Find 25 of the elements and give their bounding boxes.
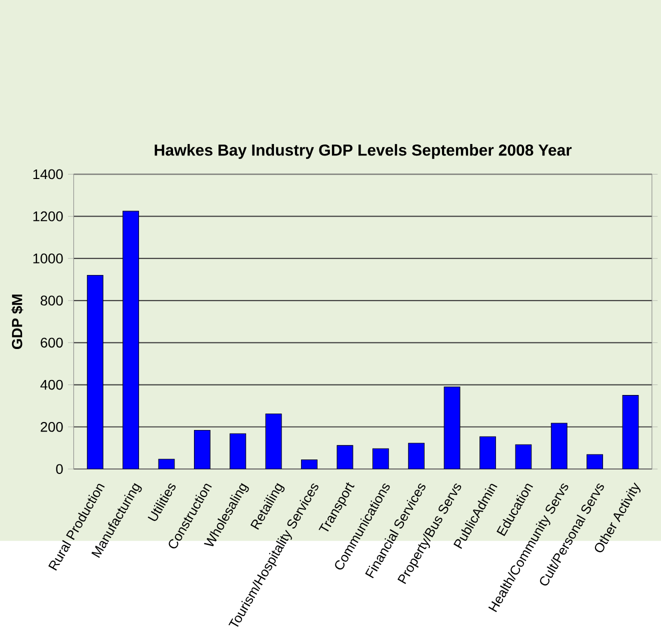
bar [230, 433, 246, 469]
bar [515, 444, 532, 469]
bar [122, 210, 140, 469]
bar [550, 422, 568, 469]
bar [372, 448, 389, 469]
bar [408, 442, 425, 469]
y-tick-label: 1000 [33, 253, 63, 264]
bar [480, 436, 496, 469]
y-tick-label: 400 [40, 380, 63, 390]
y-tick-label: 1200 [33, 211, 63, 222]
bar [194, 430, 210, 469]
bar [265, 414, 282, 469]
bar [622, 394, 639, 469]
y-tick-label: 1400 [33, 169, 63, 180]
y-tick-label: 600 [40, 338, 63, 348]
bar [86, 274, 104, 469]
bar [444, 386, 460, 469]
chart-title: Hawkes Bay Industry GDP Levels September 2008 Year [154, 144, 572, 159]
bar [336, 445, 354, 469]
bar [301, 460, 318, 469]
y-axis-title: GDP $M [11, 294, 24, 349]
y-tick-label: 0 [56, 464, 63, 474]
bar [586, 454, 604, 469]
y-tick-label: 800 [40, 296, 63, 306]
y-tick-label: 200 [40, 422, 63, 432]
